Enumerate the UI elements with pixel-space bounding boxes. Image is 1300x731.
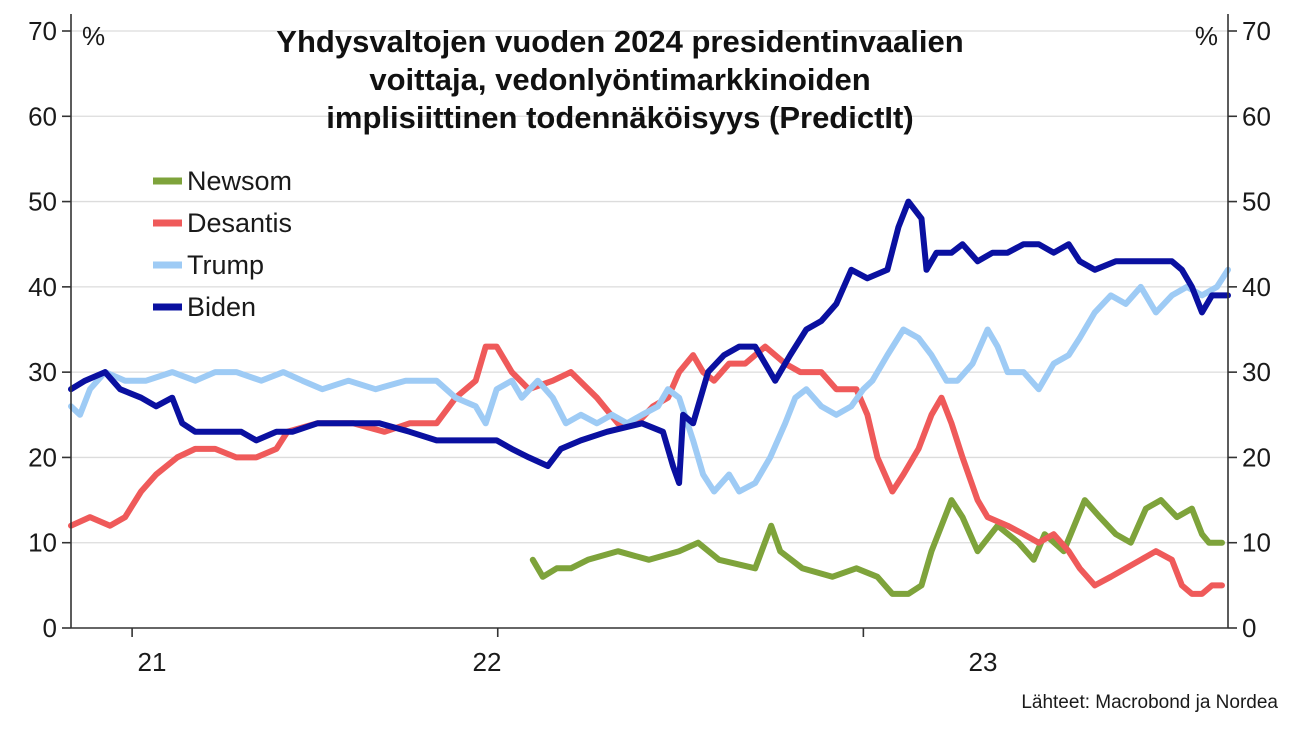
unit-label-left: % bbox=[82, 21, 105, 51]
ytick-label-right: 50 bbox=[1242, 187, 1271, 217]
ytick-label-left: 70 bbox=[28, 16, 57, 46]
ytick-label-right: 0 bbox=[1242, 613, 1256, 643]
y-ticks: 0 0 10 10 20 20 30 30 40 40 50 50 60 60 70 70 bbox=[28, 16, 1271, 643]
title-line-3: implisiittinen todennäköisyys (PredictIt… bbox=[326, 100, 913, 135]
ytick-label-left: 40 bbox=[28, 272, 57, 302]
ytick-label-right: 70 bbox=[1242, 16, 1271, 46]
plot-area bbox=[68, 198, 1231, 597]
ytick-label-left: 50 bbox=[28, 187, 57, 217]
title-line-1: Yhdysvaltojen vuoden 2024 presidentinvaa… bbox=[276, 24, 963, 59]
series-line-desantis bbox=[68, 343, 1225, 597]
ytick-label-left: 0 bbox=[43, 613, 57, 643]
ytick-label-right: 10 bbox=[1242, 528, 1271, 558]
ytick-label-right: 60 bbox=[1242, 101, 1271, 131]
unit-label-right: % bbox=[1195, 21, 1218, 51]
series-line-biden bbox=[68, 198, 1231, 486]
source-note: Lähteet: Macrobond ja Nordea bbox=[1021, 692, 1278, 713]
ytick-label-left: 10 bbox=[28, 528, 57, 558]
legend-label-newsom: Newsom bbox=[187, 166, 292, 196]
xtick-label: 23 bbox=[969, 647, 998, 677]
ytick-label-left: 30 bbox=[28, 357, 57, 387]
xtick-label: 21 bbox=[138, 647, 167, 677]
ytick-label-left: 60 bbox=[28, 101, 57, 131]
ytick-label-right: 20 bbox=[1242, 442, 1271, 472]
legend-label-biden: Biden bbox=[187, 292, 256, 322]
series-line-trump bbox=[68, 266, 1231, 495]
x-ticks: 21 22 23 bbox=[131, 628, 998, 677]
legend-label-desantis: Desantis bbox=[187, 208, 292, 238]
ytick-label-left: 20 bbox=[28, 442, 57, 472]
title-line-2: voittaja, vedonlyöntimarkkinoiden bbox=[369, 62, 870, 97]
ytick-label-right: 30 bbox=[1242, 357, 1271, 387]
xtick-label: 22 bbox=[473, 647, 502, 677]
series-line-newsom bbox=[529, 497, 1225, 597]
ytick-label-right: 40 bbox=[1242, 272, 1271, 302]
chart-title: Yhdysvaltojen vuoden 2024 presidentinvaa… bbox=[276, 24, 963, 135]
legend: Newsom Desantis Trump Biden bbox=[153, 166, 292, 322]
legend-label-trump: Trump bbox=[187, 250, 264, 280]
